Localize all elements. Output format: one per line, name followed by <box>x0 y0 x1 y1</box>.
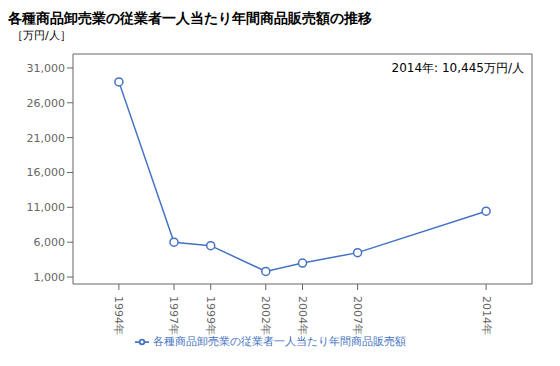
html-text:各種商品卸売業の従業者一人当たり年間商品販売額: 各種商品卸売業の従業者一人当たり年間商品販売額 <box>152 335 406 348</box>
svg-text:31,000: 31,000 <box>27 62 66 75</box>
svg-text:26,000: 26,000 <box>27 97 66 110</box>
svg-text:11,000: 11,000 <box>27 201 66 214</box>
svg-text:2007年: 2007年 <box>351 296 364 335</box>
svg-text:1994年: 1994年 <box>112 296 125 335</box>
svg-text:6,000: 6,000 <box>34 236 66 249</box>
svg-text:2002年: 2002年 <box>259 296 272 335</box>
svg-text:1,000: 1,000 <box>34 271 66 284</box>
svg-text:1999年: 1999年 <box>204 296 217 335</box>
html-text:各種商品卸売業の従業者一人当たり年間商品販売額の推移: 各種商品卸売業の従業者一人当たり年間商品販売額の推移 <box>8 10 372 26</box>
svg-text:2004年: 2004年 <box>296 296 309 335</box>
html-text:［万円/人］: ［万円/人］ <box>12 29 71 42</box>
svg-text:1997年: 1997年 <box>167 296 180 335</box>
html-text:2014年: 10,445万円/人: 2014年: 10,445万円/人 <box>391 61 524 75</box>
svg-text:2014年: 2014年 <box>480 296 493 335</box>
svg-text:21,000: 21,000 <box>27 132 66 145</box>
svg-text:16,000: 16,000 <box>27 166 66 179</box>
